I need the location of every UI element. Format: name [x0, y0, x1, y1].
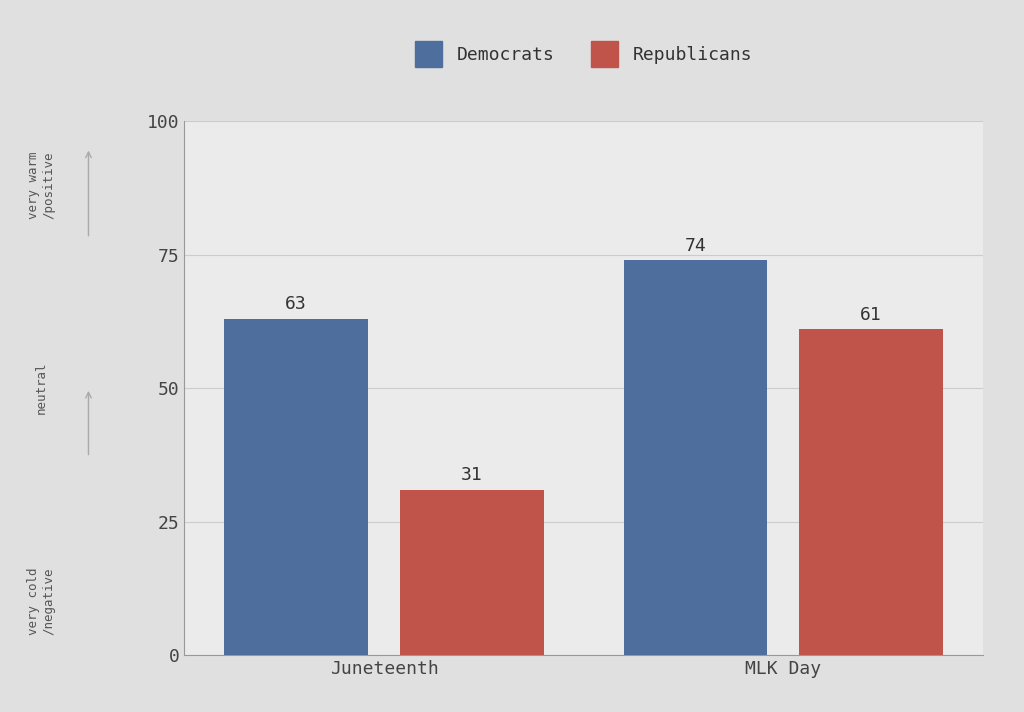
Legend: Democrats, Republicans: Democrats, Republicans — [409, 34, 759, 74]
Text: 63: 63 — [286, 295, 307, 313]
Text: 61: 61 — [860, 306, 882, 324]
Text: very warm
/positive: very warm /positive — [27, 152, 55, 219]
Bar — [624, 260, 767, 655]
Text: very cold
/negative: very cold /negative — [27, 568, 55, 635]
Bar — [400, 490, 544, 655]
Bar — [224, 319, 368, 655]
Text: 31: 31 — [461, 466, 482, 484]
Text: neutral: neutral — [35, 362, 47, 414]
Bar — [800, 330, 943, 655]
Text: 74: 74 — [685, 236, 707, 255]
